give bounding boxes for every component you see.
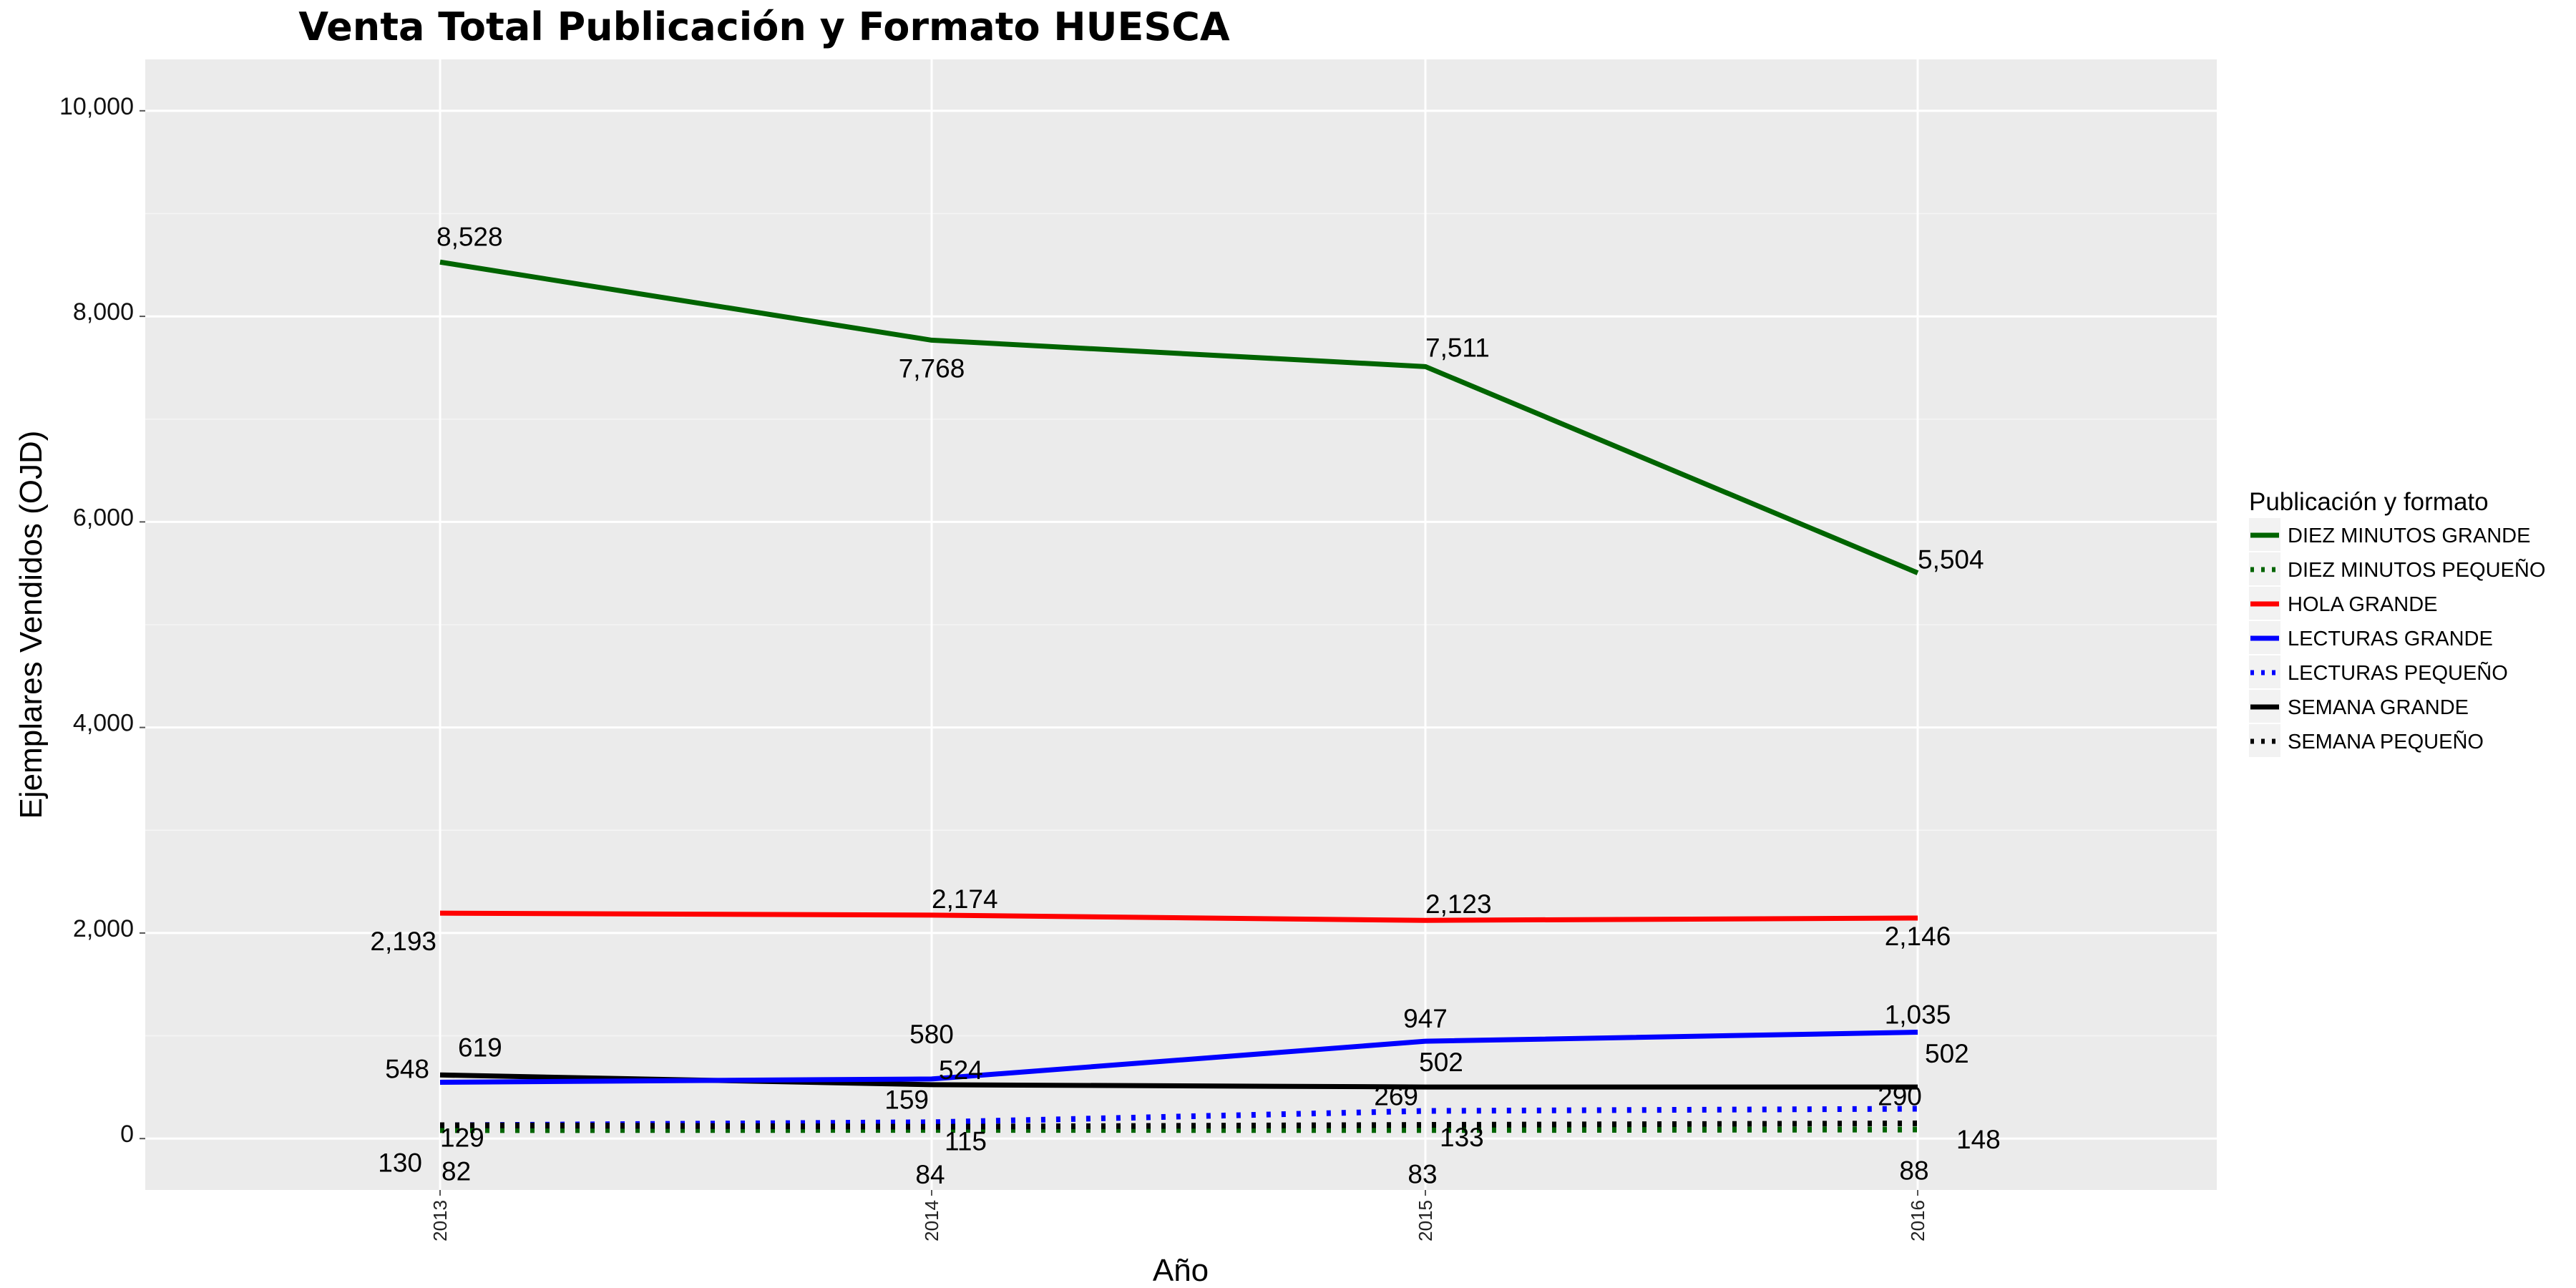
legend-title: Publicación y formato bbox=[2249, 488, 2489, 516]
legend-label-diez-minutos-grande: DIEZ MINUTOS GRANDE bbox=[2288, 525, 2530, 547]
y-axis-title: Ejemplares Vendidos (OJD) bbox=[14, 431, 49, 819]
x-axis: 2013 2014 2015 2016 bbox=[429, 1190, 1928, 1241]
legend-label-hola-grande: HOLA GRANDE bbox=[2288, 593, 2438, 616]
x-tick-label: 2014 bbox=[921, 1200, 942, 1241]
data-label-semana-grande: 502 bbox=[1925, 1039, 1969, 1068]
data-label-hola-grande: 2,174 bbox=[932, 884, 998, 914]
series-layer bbox=[439, 259, 1919, 1133]
data-label-diez-minutos-grande: 7,768 bbox=[899, 353, 965, 383]
y-axis: 0 2,000 4,000 6,000 8,000 10,000 bbox=[59, 93, 145, 1148]
data-label-lecturas-grande: 580 bbox=[909, 1020, 954, 1049]
data-labels: 8,528 7,768 7,511 5,504 82 84 83 88 2,193 2,174 2,… bbox=[370, 222, 2000, 1189]
data-label-diez-minutos-grande: 5,504 bbox=[1918, 545, 1984, 575]
x-tick-label: 2015 bbox=[1415, 1200, 1436, 1241]
data-label-semana-pequeno: 130 bbox=[378, 1148, 422, 1178]
series-line-hola-grande bbox=[439, 910, 1918, 923]
y-tick-label: 10,000 bbox=[59, 93, 134, 120]
data-label-diez-minutos-grande: 8,528 bbox=[436, 222, 503, 251]
legend-label-semana-grande: SEMANA GRANDE bbox=[2288, 696, 2469, 719]
y-tick-label: 2,000 bbox=[73, 915, 134, 942]
y-tick-label: 8,000 bbox=[73, 298, 134, 326]
legend-label-diez-minutos-pequeno: DIEZ MINUTOS PEQUEÑO bbox=[2288, 557, 2545, 582]
data-label-semana-grande: 524 bbox=[939, 1055, 983, 1085]
data-label-semana-pequeno: 133 bbox=[1440, 1123, 1484, 1152]
data-label-diez-minutos-grande: 7,511 bbox=[1425, 333, 1490, 362]
chart-title: Venta Total Publicación y Formato HUESCA bbox=[298, 4, 1230, 49]
y-tick-label: 6,000 bbox=[73, 504, 134, 531]
data-label-hola-grande: 2,146 bbox=[1885, 922, 1951, 951]
x-tick-label: 2013 bbox=[429, 1200, 451, 1241]
data-label-hola-grande: 2,193 bbox=[370, 927, 436, 956]
y-tick-label: 4,000 bbox=[73, 710, 134, 737]
series-line-lecturas-grande bbox=[439, 1030, 1918, 1085]
data-label-lecturas-pequeno: 290 bbox=[1878, 1082, 1922, 1111]
legend-label-semana-pequeno: SEMANA PEQUEÑO bbox=[2288, 729, 2484, 753]
data-label-lecturas-pequeno: 129 bbox=[440, 1123, 484, 1153]
data-label-lecturas-grande: 947 bbox=[1403, 1004, 1448, 1033]
data-label-semana-grande: 619 bbox=[458, 1033, 502, 1062]
series-line-lecturas-pequeno bbox=[439, 1106, 1918, 1128]
data-label-semana-grande: 502 bbox=[1419, 1048, 1463, 1077]
legend: Publicación y formato DIEZ MINUTOS GRAND… bbox=[2249, 488, 2545, 757]
data-label-lecturas-grande: 1,035 bbox=[1885, 1000, 1951, 1030]
grid-lines bbox=[145, 59, 2217, 1190]
data-label-semana-pequeno: 148 bbox=[1956, 1125, 2001, 1154]
data-label-semana-pequeno: 115 bbox=[945, 1127, 987, 1156]
data-label-lecturas-grande: 548 bbox=[385, 1054, 429, 1083]
legend-label-lecturas-pequeno: LECTURAS PEQUEÑO bbox=[2288, 660, 2508, 685]
data-label-diez-minutos-pequeno: 82 bbox=[441, 1156, 471, 1186]
legend-label-lecturas-grande: LECTURAS GRANDE bbox=[2288, 628, 2493, 650]
data-label-lecturas-pequeno: 269 bbox=[1374, 1082, 1418, 1111]
data-label-lecturas-pequeno: 159 bbox=[884, 1085, 929, 1114]
data-label-diez-minutos-pequeno: 84 bbox=[915, 1160, 945, 1189]
y-tick-label: 0 bbox=[120, 1121, 134, 1148]
x-axis-title: Año bbox=[1153, 1253, 1209, 1288]
data-label-diez-minutos-pequeno: 88 bbox=[1899, 1156, 1928, 1186]
series-line-diez-minutos-grande bbox=[439, 259, 1919, 575]
data-label-diez-minutos-pequeno: 83 bbox=[1407, 1159, 1437, 1189]
series-line-diez-minutos-pequeno bbox=[439, 1126, 1918, 1133]
data-label-hola-grande: 2,123 bbox=[1425, 889, 1492, 919]
x-tick-label: 2016 bbox=[1907, 1200, 1928, 1241]
series-line-semana-pequeno bbox=[439, 1120, 1918, 1130]
